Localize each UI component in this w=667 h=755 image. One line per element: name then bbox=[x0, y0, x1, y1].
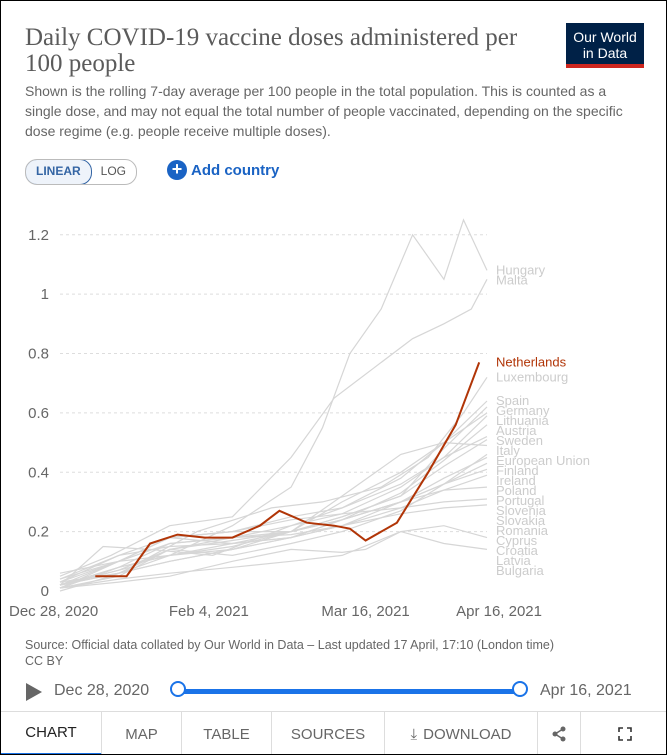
series-line bbox=[59, 436, 488, 586]
scale-linear-button[interactable]: LINEAR bbox=[26, 160, 92, 184]
series-end-label: Italy bbox=[496, 443, 520, 458]
tab-table[interactable]: TABLE bbox=[182, 712, 272, 754]
tab-map[interactable]: MAP bbox=[102, 712, 182, 754]
logo-line-2: in Data bbox=[582, 45, 628, 61]
owid-logo[interactable]: Our World in Data bbox=[566, 23, 644, 68]
series-line bbox=[59, 525, 488, 589]
series-end-label: Cyprus bbox=[496, 533, 538, 548]
series-end-label: Luxembourg bbox=[496, 369, 568, 384]
series-line bbox=[59, 453, 488, 586]
x-tick-label: Dec 28, 2020 bbox=[9, 603, 98, 620]
add-country-button[interactable]: + Add country bbox=[167, 159, 279, 181]
timeline-end-label: Apr 16, 2021 bbox=[540, 682, 632, 699]
series-end-label: Poland bbox=[496, 483, 536, 498]
x-tick-label: Mar 16, 2021 bbox=[321, 603, 409, 620]
source-text: Source: Official data collated by Our Wo… bbox=[25, 638, 555, 652]
series-end-label: Croatia bbox=[496, 543, 539, 558]
series-end-label: Portugal bbox=[496, 493, 545, 508]
series-line bbox=[59, 504, 488, 586]
line-chart: 0 0.2 0.4 0.6 0.8 1 1.2 Dec 28, 2020 Feb 4, 2021… bbox=[9, 218, 590, 620]
scale-log-button[interactable]: LOG bbox=[100, 164, 127, 178]
tab-sources[interactable]: SOURCES bbox=[272, 712, 385, 754]
y-tick-label: 1.2 bbox=[28, 227, 49, 244]
timeline-end-handle[interactable] bbox=[512, 681, 528, 697]
y-tick-label: 0 bbox=[41, 583, 49, 600]
tab-download[interactable]: ⤓ DOWNLOAD bbox=[385, 712, 538, 754]
y-tick-label: 0.4 bbox=[28, 464, 49, 481]
logo-line-1: Our World bbox=[573, 29, 637, 45]
series-line bbox=[59, 530, 488, 589]
scale-toggle: LINEAR LOG bbox=[25, 159, 138, 185]
add-country-label: Add country bbox=[191, 161, 280, 179]
highlight-series-label: Netherlands bbox=[496, 354, 567, 369]
series-line bbox=[59, 456, 488, 589]
x-tick-label: Apr 16, 2021 bbox=[456, 603, 542, 620]
download-icon: ⤓ bbox=[410, 725, 418, 743]
timeline-start-label: Dec 28, 2020 bbox=[54, 682, 150, 699]
series-end-label: Germany bbox=[496, 403, 550, 418]
series-end-label: Hungary bbox=[496, 262, 546, 277]
timeline-track[interactable] bbox=[178, 689, 520, 694]
share-button[interactable] bbox=[538, 712, 581, 754]
share-icon bbox=[552, 726, 566, 742]
y-tick-label: 0.2 bbox=[28, 524, 49, 541]
highlight-series-line bbox=[95, 362, 481, 578]
series-line bbox=[59, 498, 488, 574]
timeline-start-handle[interactable] bbox=[170, 681, 186, 697]
tab-chart[interactable]: CHART bbox=[1, 712, 102, 754]
download-label: DOWNLOAD bbox=[423, 725, 512, 743]
series-end-label: Finland bbox=[496, 463, 539, 478]
series-line bbox=[59, 415, 488, 589]
series-end-label: Ireland bbox=[496, 473, 536, 488]
series-end-label: Austria bbox=[496, 423, 537, 438]
series-end-label: Sweden bbox=[496, 433, 543, 448]
series-end-label: European Union bbox=[496, 453, 590, 468]
source-note: Source: Official data collated by Our Wo… bbox=[25, 637, 645, 669]
play-icon[interactable] bbox=[26, 683, 42, 701]
series-end-label: Lithuania bbox=[496, 413, 550, 428]
series-end-label: Spain bbox=[496, 393, 529, 408]
tab-bar: CHART MAP TABLE SOURCES ⤓ DOWNLOAD bbox=[1, 711, 666, 754]
series-end-label: Malta bbox=[496, 272, 529, 287]
y-tick-label: 0.8 bbox=[28, 346, 49, 363]
fullscreen-button[interactable] bbox=[581, 712, 666, 754]
series-line bbox=[59, 486, 488, 586]
license-text: CC BY bbox=[25, 654, 64, 668]
chart-subtitle: Shown is the rolling 7-day average per 1… bbox=[25, 83, 623, 139]
series-line bbox=[59, 218, 488, 592]
series-end-label: Latvia bbox=[496, 553, 531, 568]
series-end-label: Bulgaria bbox=[496, 563, 544, 578]
series-line bbox=[59, 279, 488, 577]
y-tick-label: 1 bbox=[41, 286, 49, 303]
timeline: Dec 28, 2020 Apr 16, 2021 bbox=[1, 677, 666, 707]
series-end-label: Romania bbox=[496, 523, 549, 538]
fullscreen-icon bbox=[617, 727, 632, 741]
logo-accent-bar bbox=[566, 64, 644, 68]
series-line bbox=[59, 376, 488, 586]
chart-title: Daily COVID-19 vaccine doses administere… bbox=[25, 24, 518, 77]
series-end-label: Slovenia bbox=[496, 503, 547, 518]
y-tick-label: 0.6 bbox=[28, 405, 49, 422]
series-end-label: Slovakia bbox=[496, 513, 546, 528]
plus-icon: + bbox=[167, 160, 187, 180]
x-tick-label: Feb 4, 2021 bbox=[169, 603, 249, 620]
